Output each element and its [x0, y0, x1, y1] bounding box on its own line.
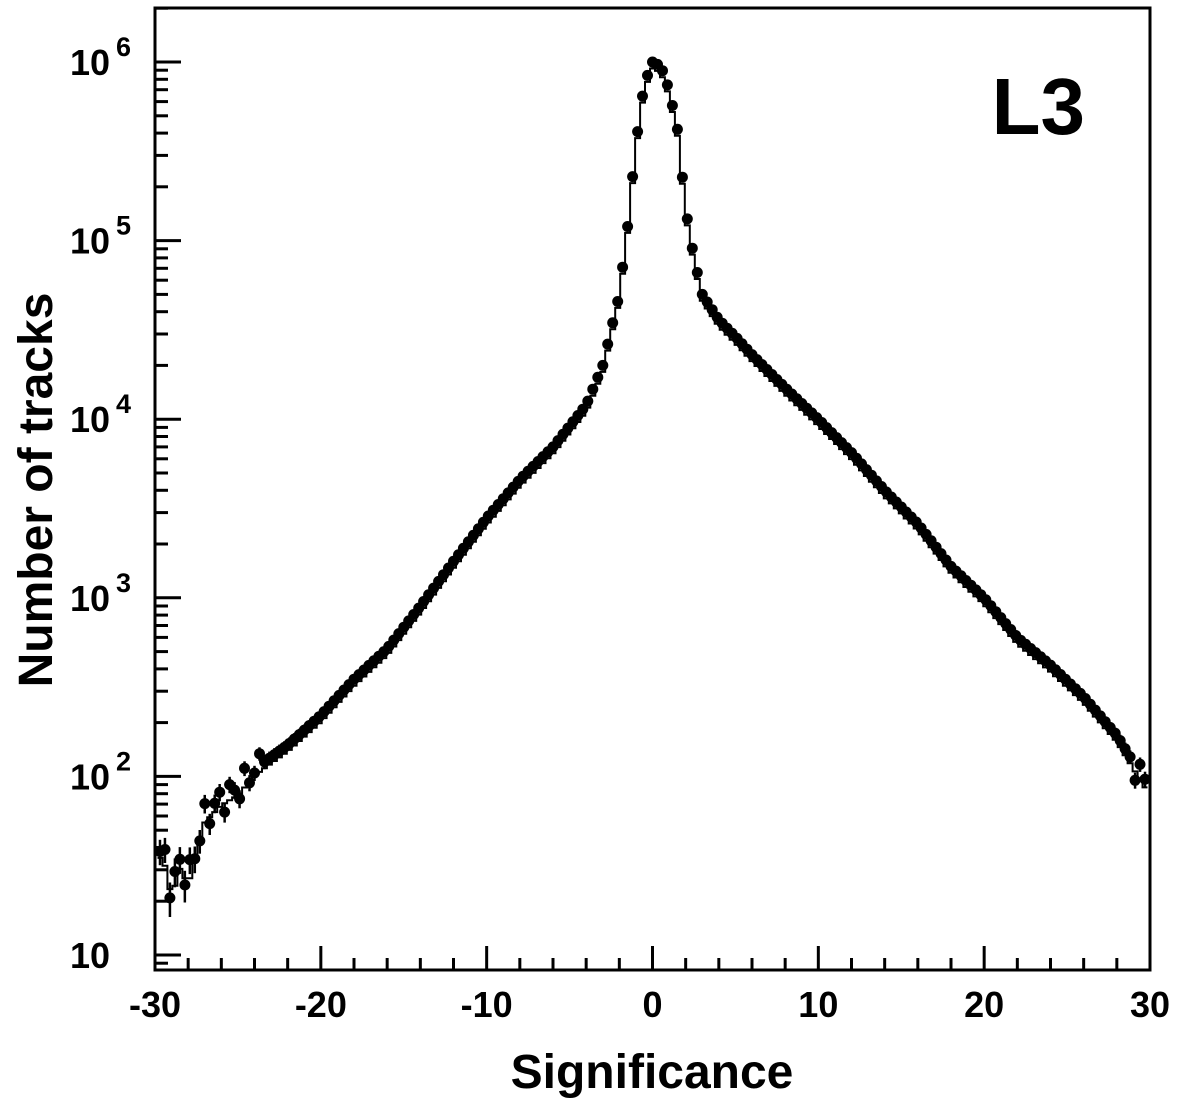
data-point [642, 69, 653, 81]
data-point [1114, 735, 1126, 747]
data-point [671, 123, 683, 135]
data-points [154, 56, 1151, 904]
data-point [1119, 743, 1131, 755]
data-point [602, 338, 614, 350]
y-tick-label: 10 5 [70, 211, 131, 262]
y-tick-exponent: 4 [116, 389, 131, 419]
y-tick-label: 10 [70, 935, 110, 976]
x-axis-tick-labels: -30 -20 -10 0 10 20 30 [129, 984, 1170, 1025]
data-point [234, 793, 246, 805]
x-tick-label: 30 [1130, 984, 1170, 1025]
data-point [587, 383, 599, 395]
plot-frame [153, 6, 1152, 972]
data-point [592, 371, 604, 383]
y-tick-base: 10 [70, 756, 110, 797]
data-point [1129, 774, 1141, 786]
y-tick-label: 10 6 [70, 32, 131, 83]
y-tick-base: 10 [70, 399, 110, 440]
data-point [244, 777, 255, 789]
experiment-tag: L3 [992, 62, 1085, 151]
data-point [254, 748, 265, 760]
data-point [666, 100, 678, 111]
data-point [622, 221, 634, 232]
data-point [189, 853, 201, 865]
x-tick-label: -30 [129, 984, 181, 1025]
data-point [229, 784, 241, 796]
x-tick-label: -10 [461, 984, 513, 1025]
data-point [209, 797, 221, 809]
data-point [676, 171, 688, 183]
y-tick-label: 10 2 [70, 746, 131, 797]
data-point [627, 171, 639, 183]
data-point [174, 853, 186, 865]
x-tick-label: -20 [295, 984, 347, 1025]
y-tick-exponent: 5 [116, 211, 131, 241]
x-tick-label: 20 [964, 984, 1004, 1025]
data-point [597, 359, 609, 371]
data-point [577, 403, 589, 415]
data-point [607, 317, 619, 329]
y-tick-base: 10 [70, 935, 110, 976]
y-tick-exponent: 3 [116, 568, 131, 598]
x-tick-label: 0 [642, 984, 662, 1025]
data-point [159, 844, 171, 855]
data-point [657, 65, 668, 77]
data-point [691, 267, 703, 278]
y-tick-label: 10 4 [70, 389, 131, 440]
x-tick-label: 10 [798, 984, 838, 1025]
data-point [199, 798, 211, 810]
data-point [632, 126, 644, 138]
histogram-step-line [157, 67, 1148, 891]
data-point [194, 835, 206, 847]
data-point [681, 213, 693, 225]
data-point [661, 79, 673, 91]
data-point [1124, 751, 1136, 763]
y-tick-label: 10 3 [70, 568, 131, 619]
y-tick-exponent: 2 [116, 746, 131, 776]
data-point [612, 296, 624, 307]
data-point [1134, 758, 1146, 770]
data-point [214, 786, 226, 798]
y-tick-base: 10 [70, 42, 110, 83]
data-point [637, 90, 648, 102]
data-point [219, 806, 231, 818]
y-tick-base: 10 [70, 221, 110, 262]
y-tick-exponent: 6 [116, 32, 131, 62]
data-point [582, 395, 594, 407]
y-axis-ticks [155, 6, 181, 965]
x-axis-title: Significance [511, 1046, 794, 1099]
data-point [249, 767, 260, 779]
y-tick-base: 10 [70, 578, 110, 619]
histogram-path [157, 67, 1148, 891]
data-point [179, 879, 191, 891]
data-point [686, 242, 698, 254]
data-point [617, 261, 629, 273]
error-bars [158, 587, 1147, 917]
data-point [204, 818, 216, 830]
y-axis-title: Number of tracks [10, 293, 63, 688]
x-axis-ticks [153, 946, 1152, 970]
data-point [239, 762, 250, 774]
data-point [1139, 773, 1151, 785]
data-point [169, 866, 181, 877]
